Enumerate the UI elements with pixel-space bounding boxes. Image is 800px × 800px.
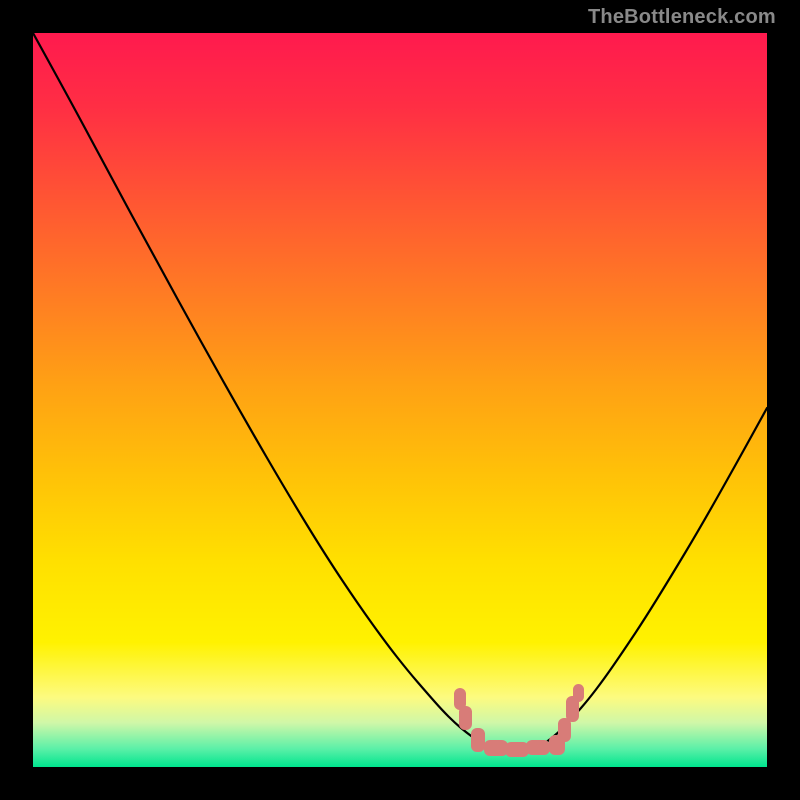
- valley-marker: [573, 684, 584, 702]
- figure-root: TheBottleneck.com: [0, 0, 800, 800]
- valley-marker: [526, 740, 550, 755]
- valley-marker: [471, 728, 485, 752]
- markers-layer: [0, 0, 800, 800]
- valley-marker: [459, 706, 472, 730]
